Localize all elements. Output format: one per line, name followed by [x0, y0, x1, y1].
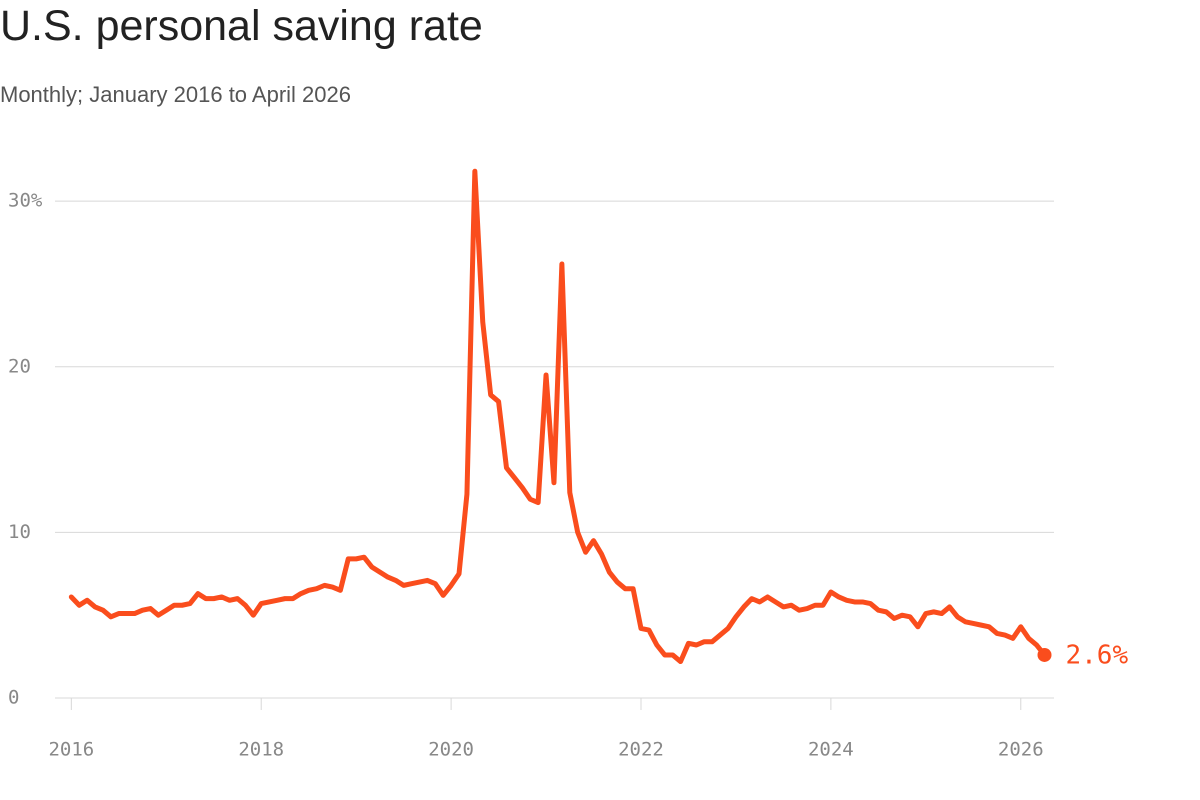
end-point [1037, 647, 1052, 662]
series-line [68, 168, 1048, 665]
y-tick-label: 30% [8, 190, 43, 212]
chart-subtitle: Monthly; January 2016 to April 2026 [0, 82, 351, 107]
chart-title: U.S. personal saving rate [0, 2, 483, 50]
y-tick-label: 20 [8, 355, 31, 377]
x-tick-label: 2020 [428, 739, 474, 761]
x-tick-label: 2026 [998, 739, 1044, 761]
y-tick-label: 0 [8, 687, 19, 709]
x-tick-label: 2016 [48, 739, 94, 761]
x-tick-label: 2024 [808, 739, 854, 761]
value-label: 2.6% [1066, 640, 1129, 670]
x-tick-label: 2022 [618, 739, 664, 761]
y-tick-label: 10 [8, 521, 31, 543]
x-tick-label: 2018 [238, 739, 284, 761]
